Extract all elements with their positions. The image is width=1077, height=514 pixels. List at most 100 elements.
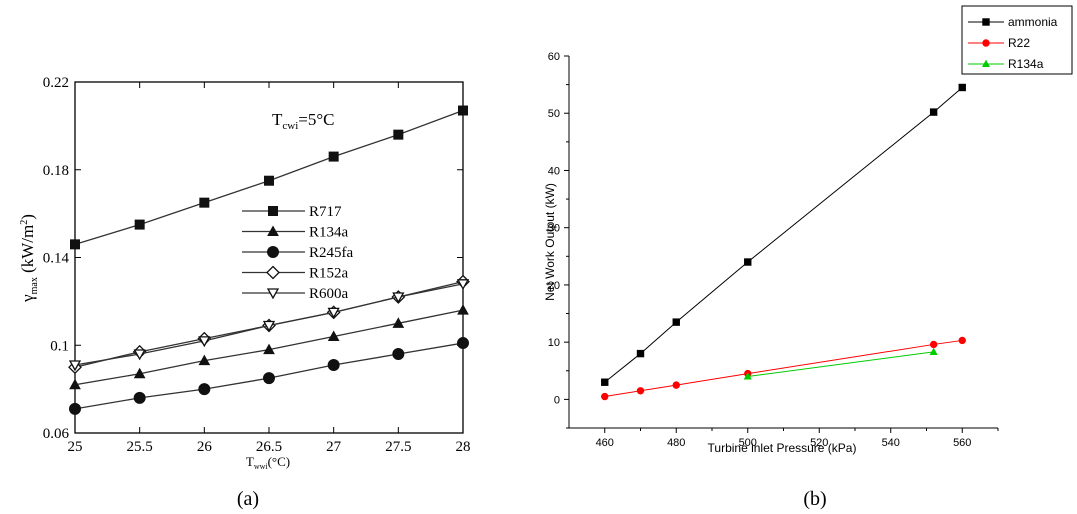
panel-a-y-tick-label: 0.06 [43, 426, 70, 442]
panel-a-legend-marker [267, 225, 279, 236]
panel-a-data-point [134, 219, 145, 230]
panel-a-data-point [457, 304, 469, 315]
panel-a-y-tick-label: 0.18 [43, 163, 69, 179]
panel-a-data-point [458, 105, 468, 116]
panel-a-data-point [133, 367, 146, 379]
panel-b-ticks: 460 480 500 520 540 560 0 10 20 30 40 50 60 [548, 51, 999, 449]
panel-a-data-point [328, 151, 339, 162]
panel-b-y-tick-label: 50 [548, 108, 560, 120]
panel-a-x-tick-label: 27.5 [385, 439, 411, 455]
panel-b-y-tick-label: 20 [548, 280, 560, 292]
panel-b: 460 480 500 520 540 560 0 10 20 30 40 50 60 Net Work… [543, 5, 1073, 510]
panel-b-data-point [743, 372, 752, 380]
panel-b-caption: (b) [803, 488, 826, 510]
panel-b-legend-marker [982, 39, 990, 47]
panel-a: 25 25.5 26 26.5 27 27.5 280.060.10.140.180.22 … [18, 75, 471, 510]
panel-a-data-point [327, 307, 340, 319]
panel-a-legend-marker [266, 265, 280, 280]
panel-a-data-point [456, 279, 470, 291]
panel-a-data-point [133, 391, 146, 404]
panel-a-data-point [393, 129, 404, 140]
panel-b-y-axis-label: Net Work Output (kW) [543, 183, 557, 301]
panel-b-series-line [747, 351, 934, 377]
panel-b-series-line [604, 87, 963, 383]
panel-b-data-point [958, 336, 966, 345]
panel-b-legend-label: R134a [1008, 57, 1044, 71]
panel-a-data-point [327, 358, 340, 371]
panel-b-data-point [672, 381, 680, 389]
panel-a-data-point [69, 378, 81, 390]
panel-a-x-tick-label: 25 [68, 439, 83, 455]
panel-b-data-point [744, 258, 752, 266]
panel-b-y-tick-label: 10 [548, 337, 560, 349]
panel-a-x-tick-label: 26.5 [256, 439, 282, 455]
panel-a-legend-label: R245fa [309, 245, 354, 261]
panel-b-x-tick-label: 480 [667, 437, 685, 449]
panel-a-data-point [198, 383, 211, 396]
panel-a-data-point [457, 337, 469, 350]
panel-b-data-point [929, 340, 938, 349]
panel-b-x-tick-label: 560 [953, 437, 971, 449]
panel-b-legend-box [961, 5, 1073, 75]
panel-a-y-axis-label: γmax (kW/m2) [18, 214, 40, 303]
panel-b-data-point [958, 83, 966, 92]
panel-b-data-point [601, 392, 609, 401]
panel-b-y-tick-label: 40 [548, 165, 560, 177]
panel-a-y-tick-label: 0.14 [43, 251, 70, 267]
panel-a-x-tick-label: 27 [326, 439, 342, 455]
panel-b-data-point [672, 318, 680, 326]
panel-b-data-point [636, 387, 645, 395]
panel-b-legend-marker [982, 18, 990, 26]
panel-a-data-point [263, 343, 275, 355]
panel-a-y-tick-label: 0.1 [50, 338, 69, 354]
panel-a-data-point [392, 317, 405, 328]
panel-b-data-point [601, 378, 609, 386]
panel-a-legend-marker [267, 246, 279, 258]
panel-b-x-tick-label: 540 [882, 437, 900, 449]
panel-a-data-point [133, 349, 146, 361]
panel-a-data-point [392, 348, 405, 361]
panel-a-data-point [69, 402, 81, 415]
panel-a-annotation: Tcwi=5°C [272, 110, 335, 132]
panel-a-series [68, 105, 470, 415]
panel-a-legend-label: R600a [309, 286, 349, 302]
panel-b-y-tick-label: 30 [548, 223, 560, 235]
panel-a-x-tick-label: 26 [197, 439, 213, 455]
panel-a-x-tick-label: 25.5 [127, 439, 153, 455]
panel-b-data-point [929, 347, 938, 355]
panel-a-legend-label: R134a [309, 225, 349, 241]
panel-b-x-tick-label: 520 [810, 437, 828, 449]
panel-a-x-axis-label: Twwi(°C) [246, 454, 290, 471]
panel-b-x-axis-label: Turbine inlet Pressure (kPa) [708, 441, 857, 455]
panel-a-data-point [263, 372, 275, 385]
panel-a-legend-label: R152a [309, 266, 349, 282]
panel-b-y-tick-label: 0 [554, 394, 560, 406]
panel-b-legend-label: ammonia [1008, 15, 1058, 29]
panel-a-data-point [70, 239, 80, 250]
panel-a-data-point [264, 175, 274, 186]
panel-a-data-point [199, 197, 210, 208]
panel-a-caption: (a) [237, 488, 259, 510]
panel-a-data-point [327, 330, 340, 341]
panel-a-legend-label: R717 [309, 204, 342, 220]
panel-a-data-point [198, 354, 211, 366]
panel-a-legend-marker [266, 288, 280, 300]
panel-b-legend-marker [981, 59, 991, 68]
panel-a-ticks: 25 25.5 26 26.5 27 27.5 28 0.06 0.1 0.14 0.18 0.22 [43, 75, 471, 455]
panel-b-x-tick-label: 500 [739, 437, 757, 449]
panel-a-data-point [262, 320, 276, 332]
panel-a-data-point [68, 360, 82, 372]
panel-a-y-tick-label: 0.22 [43, 75, 69, 91]
panel-a-data-point [392, 292, 405, 304]
panel-a-legend: R717 R134a R245fa R152a R600a [242, 204, 354, 302]
panel-b-data-point [636, 349, 645, 358]
panel-b-y-tick-label: 60 [548, 51, 560, 63]
panel-b-series [601, 83, 966, 401]
panel-b-x-tick-label: 460 [596, 437, 614, 449]
panel-a-legend-marker [268, 206, 278, 216]
panel-a-data-point [198, 336, 211, 348]
panel-b-data-point [929, 108, 938, 116]
panel-b-legend-label: R22 [1008, 36, 1030, 50]
panel-b-legend: ammonia R22 R134a [968, 15, 1058, 71]
